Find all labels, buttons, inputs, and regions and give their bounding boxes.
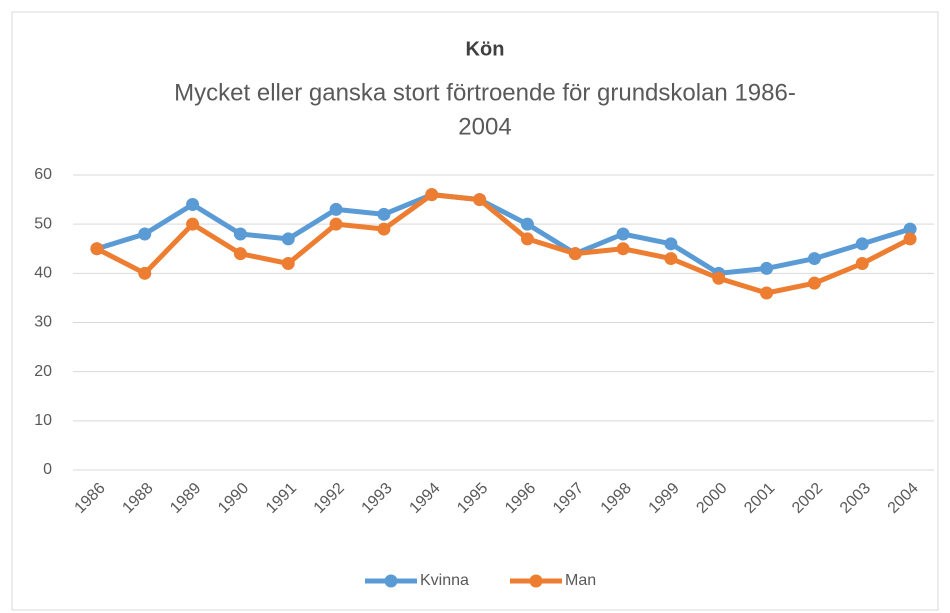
data-point — [664, 252, 678, 266]
data-point — [855, 257, 869, 270]
data-point — [329, 202, 343, 216]
data-point — [520, 217, 534, 231]
data-point — [807, 276, 821, 290]
data-point — [138, 266, 152, 280]
series-line — [96, 192, 911, 276]
data-point — [233, 227, 247, 241]
legend-label: Kvinna — [420, 572, 469, 589]
data-point — [903, 222, 917, 236]
y-tick-label: 0 — [43, 461, 52, 478]
legend-marker — [384, 574, 398, 588]
chart-subtitle: 2004 — [458, 113, 511, 140]
data-point — [90, 242, 104, 256]
y-tick-label: 10 — [34, 412, 52, 429]
data-point — [664, 237, 678, 251]
data-point — [377, 222, 391, 236]
data-point — [903, 232, 917, 246]
series-line — [95, 192, 912, 296]
y-tick-label: 50 — [34, 215, 52, 232]
data-point — [568, 247, 582, 261]
data-point — [186, 198, 200, 211]
data-point — [616, 227, 630, 241]
data-point — [138, 227, 152, 241]
data-point — [186, 217, 200, 231]
data-point — [807, 252, 821, 266]
data-point — [616, 242, 630, 256]
data-point — [855, 237, 869, 251]
data-point — [233, 247, 247, 261]
chart-border — [11, 11, 939, 611]
data-point — [281, 257, 295, 270]
data-point — [281, 232, 295, 246]
y-tick-label: 30 — [34, 314, 52, 331]
data-point — [760, 261, 774, 275]
data-point — [329, 217, 343, 231]
legend-marker — [529, 574, 543, 588]
data-point — [712, 271, 726, 285]
chart-subtitle: Mycket eller ganska stort förtroende för… — [174, 79, 796, 106]
data-point — [425, 188, 439, 202]
data-point — [473, 193, 487, 207]
y-tick-label: 20 — [34, 363, 52, 380]
data-point — [760, 286, 774, 300]
data-point — [520, 232, 534, 246]
y-tick-label: 40 — [34, 265, 52, 282]
y-tick-label: 60 — [34, 166, 52, 183]
chart-title: Kön — [466, 38, 505, 60]
data-point — [377, 207, 391, 221]
legend-label: Man — [565, 572, 596, 589]
